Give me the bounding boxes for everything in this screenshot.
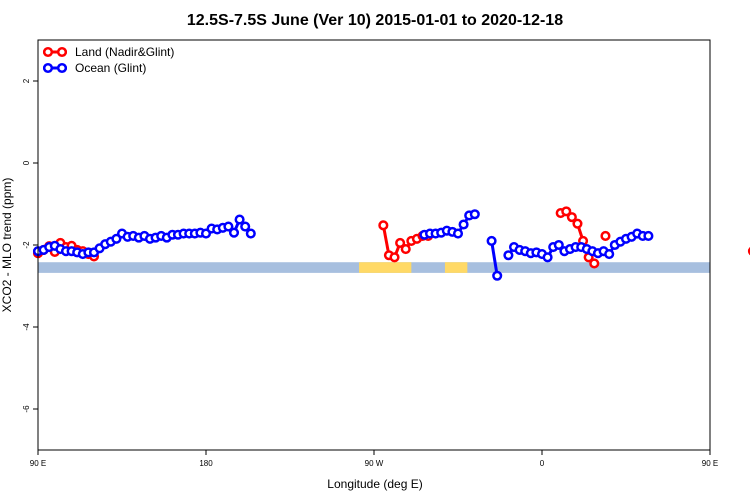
plot-area — [32, 206, 750, 281]
chart-title: 12.5S-7.5S June (Ver 10) 2015-01-01 to 2… — [187, 12, 563, 29]
data-point — [561, 206, 572, 217]
plot-frame — [37, 39, 711, 451]
data-point — [395, 237, 406, 248]
data-point — [486, 235, 497, 246]
y-axis: 2 0 -2 -4 -6 — [22, 78, 38, 413]
legend-marker — [42, 46, 54, 58]
data-point — [458, 219, 469, 230]
legend-marker — [56, 46, 68, 58]
land-mask-segment — [359, 262, 412, 273]
land-mask-segment — [444, 262, 468, 273]
y-tick-label: -4 — [22, 323, 31, 331]
data-point — [240, 221, 251, 232]
data-point — [228, 227, 240, 238]
legend-label: Ocean (Glint) — [75, 61, 146, 75]
legend-marker — [42, 62, 54, 74]
y-tick-label: 0 — [22, 160, 31, 165]
x-tick-label: 90 W — [365, 459, 384, 468]
series-line-segment — [381, 225, 391, 256]
data-point — [589, 258, 600, 269]
data-point — [566, 212, 577, 223]
x-tick-label: 90 E — [30, 459, 46, 468]
legend: Land (Nadir&Glint) Ocean (Glint) — [42, 45, 174, 75]
data-point — [643, 230, 654, 242]
y-tick-label: -6 — [22, 405, 31, 413]
legend-label: Land (Nadir&Glint) — [75, 45, 174, 59]
x-axis-label: Longitude (deg E) — [327, 477, 422, 491]
data-point — [223, 221, 234, 232]
legend-marker — [56, 62, 68, 74]
data-point — [600, 230, 611, 242]
y-axis-label: XCO2 - MLO trend (ppm) — [0, 178, 14, 313]
data-point — [542, 252, 553, 263]
data-point — [469, 209, 480, 220]
data-point — [452, 228, 464, 239]
data-point — [572, 218, 583, 229]
series-line-segment — [490, 240, 499, 276]
data-point — [389, 252, 400, 263]
data-point — [378, 220, 389, 231]
data-point — [400, 244, 411, 255]
data-point — [492, 270, 503, 281]
data-point — [234, 214, 245, 225]
y-tick-label: -2 — [22, 241, 31, 249]
x-axis: 90 E 180 90 W 0 90 E — [30, 450, 718, 468]
data-point — [245, 228, 256, 239]
x-tick-label: 180 — [199, 459, 213, 468]
y-tick-label: 2 — [22, 78, 31, 83]
data-point — [604, 248, 615, 260]
x-tick-label: 0 — [540, 459, 545, 468]
data-point — [503, 250, 514, 261]
x-tick-label: 90 E — [702, 459, 718, 468]
series-ocean — [32, 209, 654, 281]
data-point — [553, 239, 564, 251]
